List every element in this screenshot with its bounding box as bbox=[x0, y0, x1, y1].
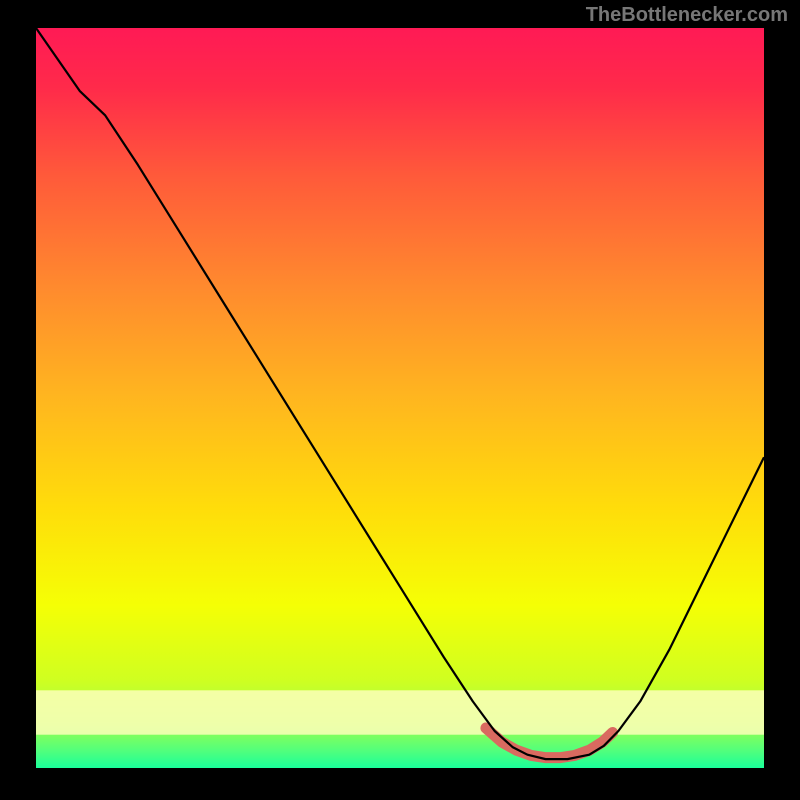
heatmap-background bbox=[36, 28, 764, 768]
watermark-text: TheBottlenecker.com bbox=[586, 4, 788, 27]
bottom-pale-band bbox=[36, 690, 764, 734]
bottleneck-chart bbox=[0, 0, 800, 800]
plot-area bbox=[36, 28, 764, 768]
